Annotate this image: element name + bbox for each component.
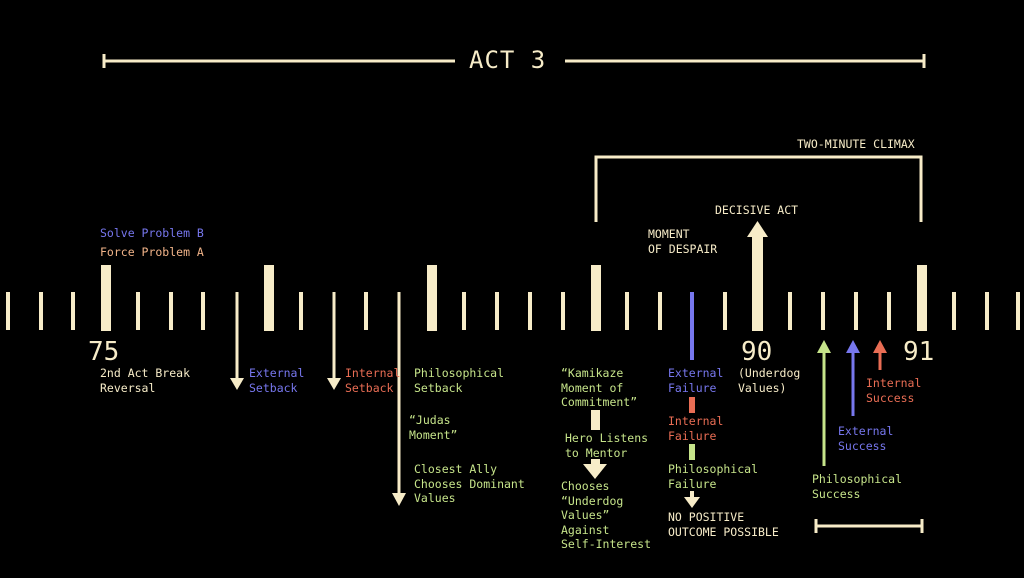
timeline-tick [495, 292, 499, 330]
hero-listens-label: Hero Listens to Mentor [565, 431, 649, 460]
external-success-label: External Success [838, 424, 894, 453]
timeline-major-tick [101, 265, 111, 331]
timeline-tick [364, 292, 368, 330]
timeline-major-tick [591, 265, 601, 331]
kamikaze-connectors [583, 410, 607, 479]
act-title: ACT 3 [469, 46, 547, 74]
internal-success-label: Internal Success [866, 376, 922, 405]
internal-failure-label: Internal Failure [668, 414, 724, 443]
climax-bracket [594, 155, 923, 222]
climax-title: TWO-MINUTE CLIMAX [797, 137, 915, 151]
philosophical-success-label: Philosophical Success [812, 472, 903, 501]
philosophical-failure-label: Philosophical Failure [668, 462, 759, 491]
timeline-tick [39, 292, 43, 330]
timeline-tick [528, 292, 532, 330]
timeline-major-tick [427, 265, 437, 331]
decisive-act-label: DECISIVE ACT [715, 203, 799, 217]
failure-connectors [684, 397, 700, 508]
final-span-bracket [814, 519, 924, 533]
page-number-90: 90 [741, 337, 773, 367]
timeline-tick [561, 292, 565, 330]
internal-success-arrow [873, 340, 887, 370]
external-setback-arrow [230, 292, 244, 390]
philosophical-setback-arrow [392, 292, 406, 506]
timeline-tick [952, 292, 956, 330]
timeline-tick [625, 292, 629, 330]
page-number-91: 91 [903, 337, 935, 367]
external-failure-label: External Failure [668, 366, 724, 395]
timeline-tick [136, 292, 140, 330]
timeline-tick [462, 292, 466, 330]
kamikaze-label: “Kamikaze Moment of Commitment” [561, 366, 638, 409]
timeline-tick [723, 292, 727, 330]
page-number-75: 75 [88, 337, 120, 367]
timeline-tick [169, 292, 173, 330]
external-success-arrow [846, 340, 860, 416]
solve-problem-label: Solve Problem B [100, 226, 204, 240]
decisive-act-arrow [747, 221, 768, 331]
timeline-tick [887, 292, 891, 330]
timeline-tick [201, 292, 205, 330]
closest-ally-label: Closest Ally Chooses Dominant Values [414, 462, 525, 505]
underdog-values-label: (Underdog Values) [738, 366, 801, 395]
timeline-tick [985, 292, 989, 330]
timeline-tick [788, 292, 792, 330]
internal-setback-arrow [327, 292, 341, 390]
timeline-ticks [6, 265, 1020, 331]
timeline-tick [6, 292, 10, 330]
timeline-tick [821, 292, 825, 330]
second-act-break-label: 2nd Act Break Reversal [100, 366, 191, 395]
timeline-tick [71, 292, 75, 330]
moment-of-despair-label: MOMENT OF DESPAIR [648, 227, 718, 256]
timeline-tick [658, 292, 662, 330]
internal-setback-label: Internal Setback [345, 366, 401, 395]
timeline-major-tick [917, 265, 927, 331]
judas-moment-label: “Judas Moment” [409, 413, 458, 442]
timeline-tick [299, 292, 303, 330]
timeline-major-tick [264, 265, 274, 331]
timeline-tick [854, 292, 858, 330]
chooses-underdog-label: Chooses “Underdog Values” Against Self-I… [561, 479, 652, 551]
timeline-tick [1016, 292, 1020, 330]
external-failure-bar [690, 292, 694, 360]
act3-span-bracket [102, 54, 926, 68]
philosophical-setback-label: Philosophical Setback [414, 366, 505, 395]
no-positive-outcome-label: NO POSITIVE OUTCOME POSSIBLE [668, 510, 779, 539]
external-setback-label: External Setback [249, 366, 305, 395]
force-problem-label: Force Problem A [100, 245, 204, 259]
philosophical-success-arrow [817, 340, 831, 466]
